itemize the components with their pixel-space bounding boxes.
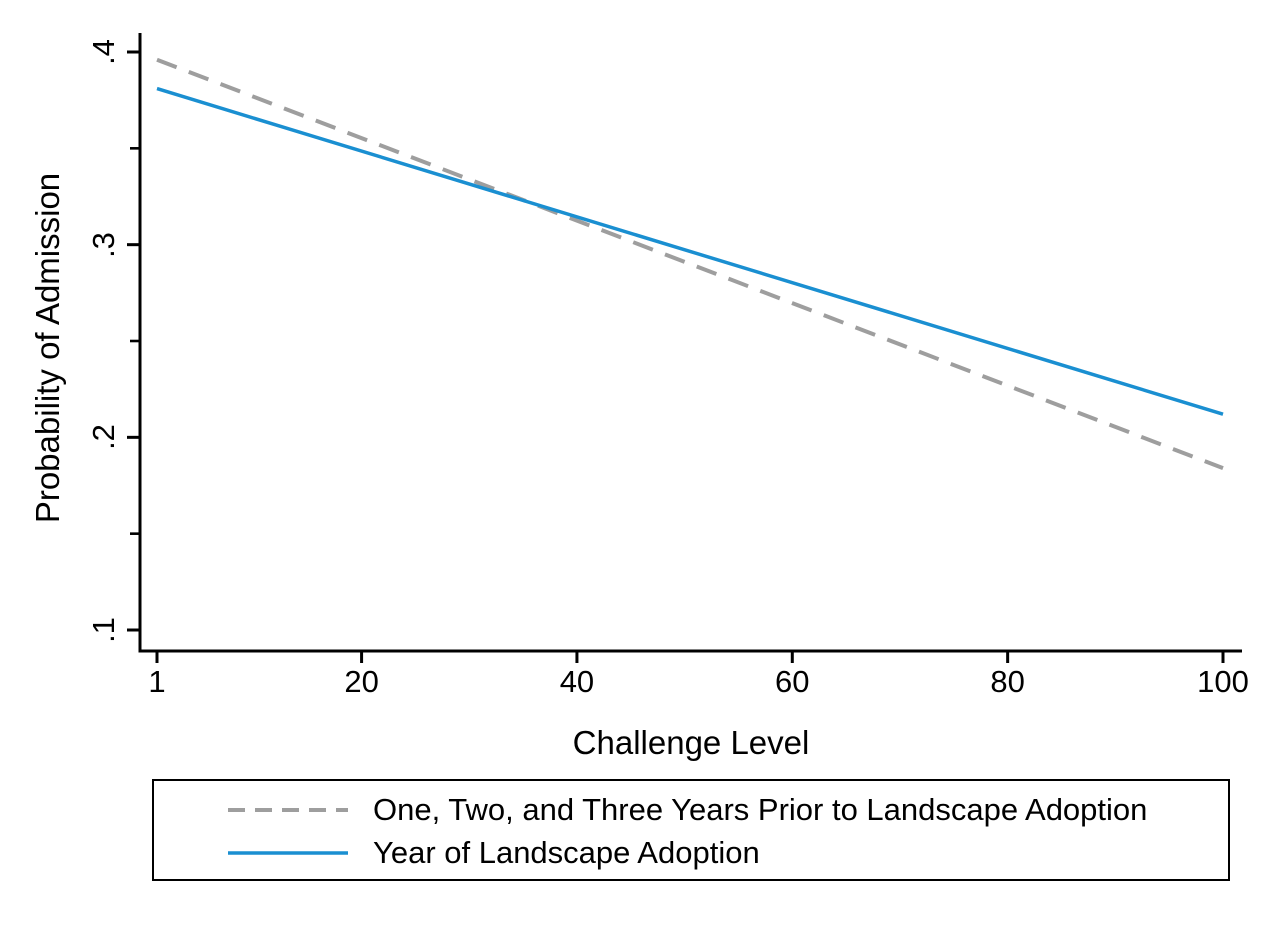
x-tick-label: 20 [344,664,379,699]
axis-frame [138,33,1242,653]
x-tick-label: 80 [990,664,1025,699]
y-axis-title: Probability of Admission [29,172,66,524]
x-tick-label: 60 [775,664,810,699]
series-line-0 [156,57,1224,471]
x-tick-label: 40 [559,664,595,699]
x-axis-title: Challenge Level [572,724,810,761]
legend-item-prior: One, Two, and Three Years Prior to Lands… [227,792,1147,828]
series-line-1 [156,86,1224,416]
x-tick-label: 1 [148,664,166,699]
y-tick-label: .2 [86,424,121,451]
legend-label-adoption: Year of Landscape Adoption [373,835,760,870]
tick-marks [127,50,1225,663]
y-tick-label: .3 [86,231,121,258]
series-lines [156,57,1224,471]
dashed-line-swatch-icon [228,808,348,812]
y-tick-label: .4 [86,39,121,65]
legend: One, Two, and Three Years Prior to Lands… [152,779,1230,881]
solid-line-swatch-icon [228,851,348,855]
y-tick-label: .1 [86,617,121,643]
x-tick-label: 100 [1197,664,1249,699]
legend-item-adoption: Year of Landscape Adoption [227,835,760,871]
legend-label-prior: One, Two, and Three Years Prior to Lands… [373,792,1148,827]
